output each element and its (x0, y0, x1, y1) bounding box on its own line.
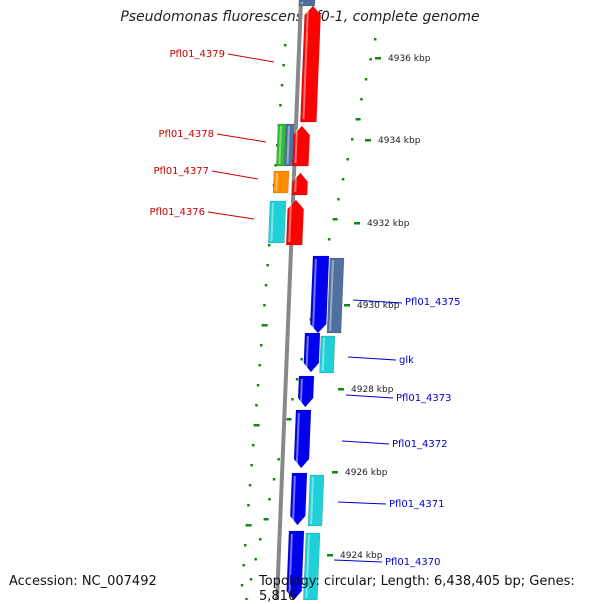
tick-dot-inner (246, 524, 252, 527)
leader-line-forward (228, 54, 274, 62)
tick-dot-outer (273, 478, 276, 481)
tick-dot-inner (257, 384, 260, 387)
tick-dot-inner (266, 264, 269, 267)
gene-label-reverse: Pfl01_4372 (392, 439, 448, 450)
tick-dot-outer (328, 238, 331, 241)
tick-dot-inner (265, 284, 268, 287)
tick-mark (332, 471, 338, 474)
tick-dot-outer (374, 38, 377, 41)
feature-orange-4377-highlight (276, 173, 277, 191)
gene-glk-arrow-highlight (307, 336, 308, 369)
tick-dots (239, 38, 376, 600)
tick-mark (354, 222, 360, 225)
tick-dot-inner (254, 424, 260, 427)
gene-label-forward: Pfl01_4377 (153, 166, 209, 177)
tick-dot-inner (263, 304, 266, 307)
gene-pfl01-4377-arrow-highlight (295, 176, 296, 192)
gene-pfl01-4378-arrow-highlight (296, 129, 297, 163)
tick-dot-outer (254, 558, 257, 561)
tick-label: 4936 kbp (388, 54, 431, 64)
feature-cyan-glk-highlight (323, 338, 324, 371)
tick-dot-inner (260, 344, 263, 347)
tick-mark (338, 388, 344, 391)
tick-dot-outer (259, 538, 262, 541)
gene-label-reverse: glk (399, 355, 414, 366)
tick-mark (327, 554, 333, 557)
leader-line-reverse (346, 395, 393, 398)
tick-label: 4928 kbp (351, 385, 394, 395)
tick-mark (375, 57, 381, 60)
tick-dot-outer (360, 98, 363, 101)
tick-dot-outer (296, 378, 299, 381)
leader-line-forward (212, 171, 258, 179)
tick-dot-inner (249, 484, 252, 487)
gene-label-reverse: Pfl01_4375 (405, 297, 461, 308)
tick-dot-inner (247, 504, 250, 507)
tick-dot-outer (337, 198, 340, 201)
leader-line-reverse (342, 441, 389, 444)
tick-dot-outer (268, 498, 271, 501)
gene-label-reverse: Pfl01_4371 (389, 499, 445, 510)
gene-label-reverse: Pfl01_4370 (385, 557, 441, 568)
tick-dot-outer (287, 418, 292, 421)
tick-dot-outer (369, 58, 372, 61)
leader-line-forward (208, 212, 254, 219)
accession-text: Accession: NC_007492 (9, 574, 157, 589)
tick-dot-inner (241, 584, 244, 587)
tick-dot-inner (255, 404, 258, 407)
tick-dot-inner (284, 44, 287, 47)
gene-pfl01-4373-arrow-highlight (301, 379, 302, 404)
tick-dot-inner (282, 64, 285, 67)
tick-label: 4932 kbp (367, 219, 410, 229)
tick-dot-outer (342, 178, 345, 181)
tick-dot-inner (252, 444, 255, 447)
tick-dot-inner (268, 244, 271, 247)
leader-line-reverse (348, 357, 396, 360)
tick-dot-inner (258, 364, 261, 367)
tick-dot-outer (333, 218, 338, 221)
gene-label-forward: Pfl01_4378 (158, 129, 214, 140)
tick-dot-inner (281, 84, 284, 87)
tick-label: 4934 kbp (378, 136, 421, 146)
tick-mark (344, 304, 350, 307)
tick-dot-outer (277, 458, 280, 461)
tick-dot-inner (244, 544, 247, 547)
tick-mark (365, 139, 371, 142)
leader-line-forward (217, 134, 266, 142)
tick-dot-outer (300, 358, 303, 361)
leader-line-reverse (338, 502, 386, 504)
gene-label-forward: Pfl01_4376 (149, 207, 205, 218)
tick-label: 4926 kbp (345, 468, 388, 478)
tick-dot-outer (356, 118, 361, 121)
tick-label: 4924 kbp (340, 551, 383, 561)
tick-dot-inner (262, 324, 268, 327)
tick-dot-outer (346, 158, 349, 161)
tick-dot-inner (242, 564, 245, 567)
tick-dot-outer (250, 578, 253, 581)
tick-dot-inner (279, 104, 282, 107)
tick-dot-outer (365, 78, 368, 81)
gene-label-forward: Pfl01_4379 (169, 49, 225, 60)
tick-dot-outer (351, 138, 354, 141)
tick-dot-inner (250, 464, 253, 467)
tick-dot-outer (264, 518, 269, 521)
tick-dot-outer (291, 398, 294, 401)
gene-label-reverse: Pfl01_4373 (396, 393, 452, 404)
